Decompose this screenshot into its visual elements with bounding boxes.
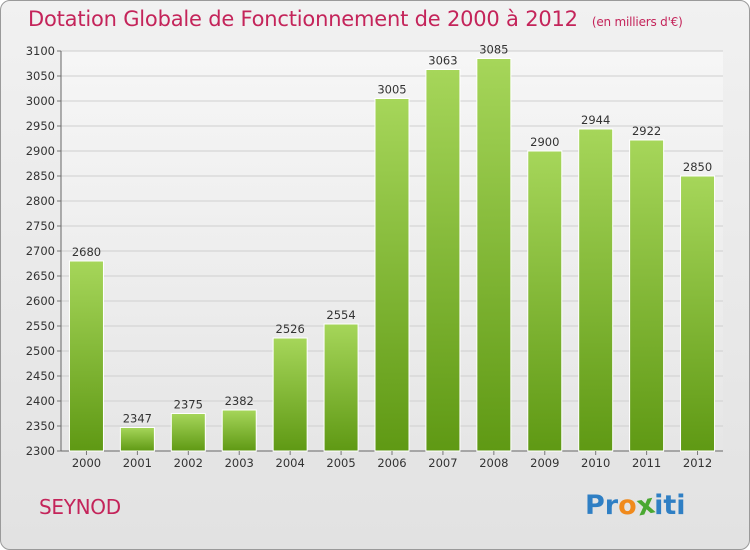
chart-unit: (en milliers d'€): [591, 15, 683, 29]
bar: [425, 69, 461, 452]
logo-letter: i: [654, 490, 664, 521]
y-tick-label: 2350: [26, 419, 55, 433]
y-tick-label: 2900: [26, 144, 55, 158]
data-label: 3005: [377, 83, 406, 97]
x-tick-label: 2003: [225, 456, 254, 470]
commune-name: SEYNOD: [39, 495, 121, 519]
y-tick-label: 2750: [26, 219, 55, 233]
x-tick-label: 2005: [326, 456, 355, 470]
y-tick-label: 2700: [26, 244, 55, 258]
data-label: 2944: [581, 113, 610, 127]
bar: [68, 260, 104, 452]
chart-title-text: Dotation Globale de Fonctionnement de 20…: [28, 7, 578, 31]
x-tick-label: 2009: [530, 456, 559, 470]
logo-letter: r: [604, 490, 619, 521]
data-label: 2375: [174, 398, 203, 412]
bar: [374, 98, 410, 452]
proxiti-logo[interactable]: Proxiti: [585, 489, 686, 523]
x-tick-label: 2002: [174, 456, 203, 470]
bar: [476, 58, 512, 452]
bar: [680, 175, 716, 452]
data-label: 2554: [326, 308, 355, 322]
y-tick-label: 2850: [26, 169, 55, 183]
bar: [323, 323, 359, 452]
x-tick-label: 2006: [377, 456, 406, 470]
y-tick-label: 2500: [26, 344, 55, 358]
y-tick-label: 2650: [26, 269, 55, 283]
y-tick-label: 3100: [26, 44, 55, 58]
y-tick-label: 3050: [26, 69, 55, 83]
y-tick-label: 2400: [26, 394, 55, 408]
data-label: 3063: [428, 54, 457, 68]
y-tick-label: 3000: [26, 94, 55, 108]
data-label: 2347: [123, 412, 152, 426]
bar: [578, 128, 614, 452]
x-tick-label: 2004: [276, 456, 305, 470]
logo-letter: P: [585, 490, 605, 521]
data-label: 2382: [225, 394, 254, 408]
x-tick-label: 2007: [428, 456, 457, 470]
chart-title: Dotation Globale de Fonctionnement de 20…: [28, 7, 683, 31]
logo-letter: t: [663, 490, 677, 521]
data-label: 2900: [530, 135, 559, 149]
data-label: 2526: [276, 322, 305, 336]
bar: [272, 337, 308, 452]
x-tick-label: 2010: [581, 456, 610, 470]
bar: [527, 150, 563, 452]
x-tick-label: 2001: [123, 456, 152, 470]
data-label: 2680: [72, 245, 101, 259]
y-tick-label: 2600: [26, 294, 55, 308]
x-tick-label: 2011: [632, 456, 661, 470]
y-tick-label: 2300: [26, 444, 55, 458]
data-label: 3085: [479, 43, 508, 57]
logo-letter: o: [618, 490, 637, 521]
logo-letter: i: [676, 490, 686, 521]
x-tick-label: 2000: [72, 456, 101, 470]
bar: [221, 409, 257, 452]
x-tick-label: 2012: [683, 456, 712, 470]
y-tick-label: 2800: [26, 194, 55, 208]
data-label: 2850: [683, 160, 712, 174]
bar: [119, 427, 155, 452]
bar: [629, 139, 665, 452]
bar: [170, 413, 206, 452]
x-tick-label: 2008: [479, 456, 508, 470]
y-tick-label: 2950: [26, 119, 55, 133]
data-label: 2922: [632, 124, 661, 138]
y-tick-label: 2550: [26, 319, 55, 333]
y-tick-label: 2450: [26, 369, 55, 383]
